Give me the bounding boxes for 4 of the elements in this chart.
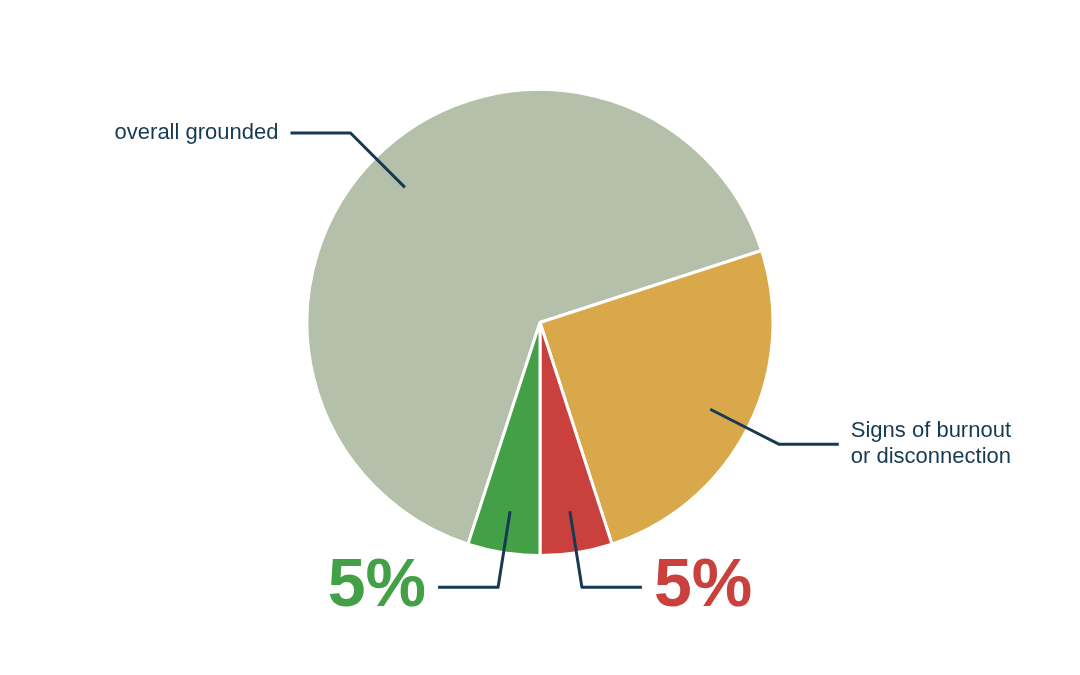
slice-label: overall grounded <box>114 119 279 145</box>
data-label: 5% <box>327 543 427 620</box>
slice-label: Signs of burnout or disconnection <box>850 417 1012 469</box>
data-label: 5% <box>653 543 753 620</box>
